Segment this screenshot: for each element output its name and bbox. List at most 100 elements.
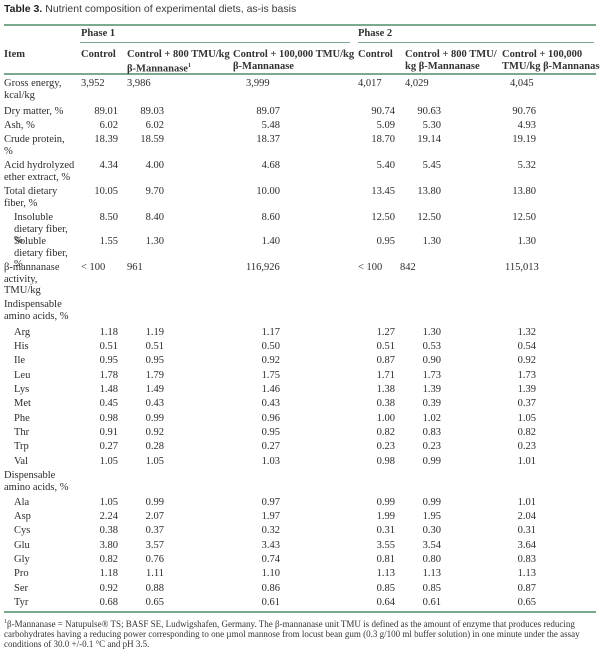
table-cell: 1.27 xyxy=(376,327,395,338)
phase1-rule xyxy=(80,42,350,43)
table-cell: 4,045 xyxy=(510,78,534,89)
table-cell: 1.13 xyxy=(376,568,395,579)
table-label: Table 3. xyxy=(4,3,43,15)
table-cell: 0.31 xyxy=(517,525,536,536)
table-cell: 12.50 xyxy=(512,212,536,223)
row-label: Ser xyxy=(14,583,28,594)
row-label: Ash, % xyxy=(4,120,35,131)
p2-100k-header-line1: Control + 100,000 xyxy=(502,49,583,60)
table-cell: 13.80 xyxy=(512,186,536,197)
table-cell: 1.73 xyxy=(422,370,441,381)
table-cell: 0.28 xyxy=(145,441,164,452)
table-cell: 0.91 xyxy=(99,427,118,438)
table-cell: 1.78 xyxy=(99,370,118,381)
table-cell: 0.82 xyxy=(376,427,395,438)
row-label: His xyxy=(14,341,29,352)
row-label: Ala xyxy=(14,497,30,508)
table-cell: 5.45 xyxy=(422,160,441,171)
row-label: Gly xyxy=(14,554,30,565)
table-cell: 3,999 xyxy=(246,78,270,89)
footnote-marker: 1 xyxy=(187,62,191,69)
table-cell: 0.99 xyxy=(422,456,441,467)
table-cell: 1.05 xyxy=(145,456,164,467)
p2-control-header: Control xyxy=(358,49,393,60)
table-cell: 0.50 xyxy=(261,341,280,352)
row-label: Pro xyxy=(14,568,29,579)
table-cell: 1.71 xyxy=(376,370,395,381)
table-cell: 0.23 xyxy=(376,441,395,452)
table-cell: 1.18 xyxy=(99,568,118,579)
table-cell: 2.04 xyxy=(517,511,536,522)
table-cell: 12.50 xyxy=(371,212,395,223)
row-label: Dispensable amino acids, % xyxy=(4,470,69,493)
top-rule xyxy=(4,24,596,26)
row-label: Phe xyxy=(14,413,30,424)
table-cell: 0.98 xyxy=(99,413,118,424)
p1-100k-header: Control + 100,000 TMU/kg β-Mannanase xyxy=(233,49,354,72)
row-label: Trp xyxy=(14,441,29,452)
table-cell: 1.79 xyxy=(145,370,164,381)
table-cell: 1.39 xyxy=(422,384,441,395)
table-cell: 0.37 xyxy=(517,398,536,409)
table-cell: 1.99 xyxy=(376,511,395,522)
table-cell: 0.90 xyxy=(422,355,441,366)
row-label: Indispensable amino acids, % xyxy=(4,299,69,322)
row-label: Acid hydrolyzed ether extract, % xyxy=(4,160,75,183)
table-cell: 0.68 xyxy=(99,597,118,608)
p1-800-header: Control + 800 TMU/kg β-Mannanase1 xyxy=(127,49,230,75)
table-cell: 3,952 xyxy=(81,78,105,89)
table-cell: 0.99 xyxy=(145,413,164,424)
table-cell: 90.63 xyxy=(417,106,441,117)
table-cell: 0.87 xyxy=(517,583,536,594)
row-label: Tyr xyxy=(14,597,29,608)
row-label: Dry matter, % xyxy=(4,106,64,117)
p2-800-header-line1: Control + 800 TMU/ xyxy=(405,49,497,60)
table-cell: 0.87 xyxy=(376,355,395,366)
table-cell: 1.40 xyxy=(261,236,280,247)
table-cell: 1.46 xyxy=(261,384,280,395)
table-footnote: 1β-Mannanase = Natupulse® TS; BASF SE, L… xyxy=(4,617,598,649)
table-cell: 0.27 xyxy=(261,441,280,452)
table-cell: 3.55 xyxy=(376,540,395,551)
table-cell: 0.64 xyxy=(376,597,395,608)
table-cell: 0.76 xyxy=(145,554,164,565)
row-label: β-mannanase activity, TMU/kg xyxy=(4,262,60,296)
table-cell: 1.49 xyxy=(145,384,164,395)
table-cell: 4,017 xyxy=(358,78,382,89)
p2-800-header: Control + 800 TMU/kg β-Mannanase xyxy=(405,49,497,72)
p1-100k-header-line1: Control + 100,000 TMU/kg xyxy=(233,49,355,60)
table-cell: 0.38 xyxy=(376,398,395,409)
row-label: Crude protein, % xyxy=(4,134,65,157)
table-cell: 0.92 xyxy=(517,355,536,366)
p1-100k-header-line2: β-Mannanase xyxy=(233,60,294,72)
table-cell: 0.61 xyxy=(422,597,441,608)
table-cell: 3.57 xyxy=(145,540,164,551)
table-cell: 1.10 xyxy=(261,568,280,579)
table-cell: 0.95 xyxy=(261,427,280,438)
row-label: Thr xyxy=(14,427,30,438)
table-cell: 842 xyxy=(400,262,416,273)
table-bottom-rule xyxy=(4,611,596,613)
table-cell: 0.92 xyxy=(99,583,118,594)
table-cell: 13.80 xyxy=(417,186,441,197)
table-cell: 18.70 xyxy=(371,134,395,145)
table-cell: 1.48 xyxy=(99,384,118,395)
table-cell: 1.73 xyxy=(517,370,536,381)
table-cell: 4.93 xyxy=(517,120,536,131)
header-bottom-rule xyxy=(4,73,596,75)
table-cell: 0.97 xyxy=(261,497,280,508)
table-cell: 1.30 xyxy=(422,236,441,247)
footnote-sup: 1 xyxy=(4,619,7,625)
table-cell: 6.02 xyxy=(99,120,118,131)
table-cell: 1.55 xyxy=(99,236,118,247)
table-cell: 0.39 xyxy=(422,398,441,409)
row-label: Gross energy, kcal/kg xyxy=(4,78,62,101)
table-cell: 3.54 xyxy=(422,540,441,551)
table-cell: 0.82 xyxy=(99,554,118,565)
table-cell: 2.07 xyxy=(145,511,164,522)
table-cell: 3.80 xyxy=(99,540,118,551)
table-cell: 10.00 xyxy=(256,186,280,197)
table-cell: 0.92 xyxy=(145,427,164,438)
table-cell: 5.32 xyxy=(517,160,536,171)
table-cell: 12.50 xyxy=(417,212,441,223)
